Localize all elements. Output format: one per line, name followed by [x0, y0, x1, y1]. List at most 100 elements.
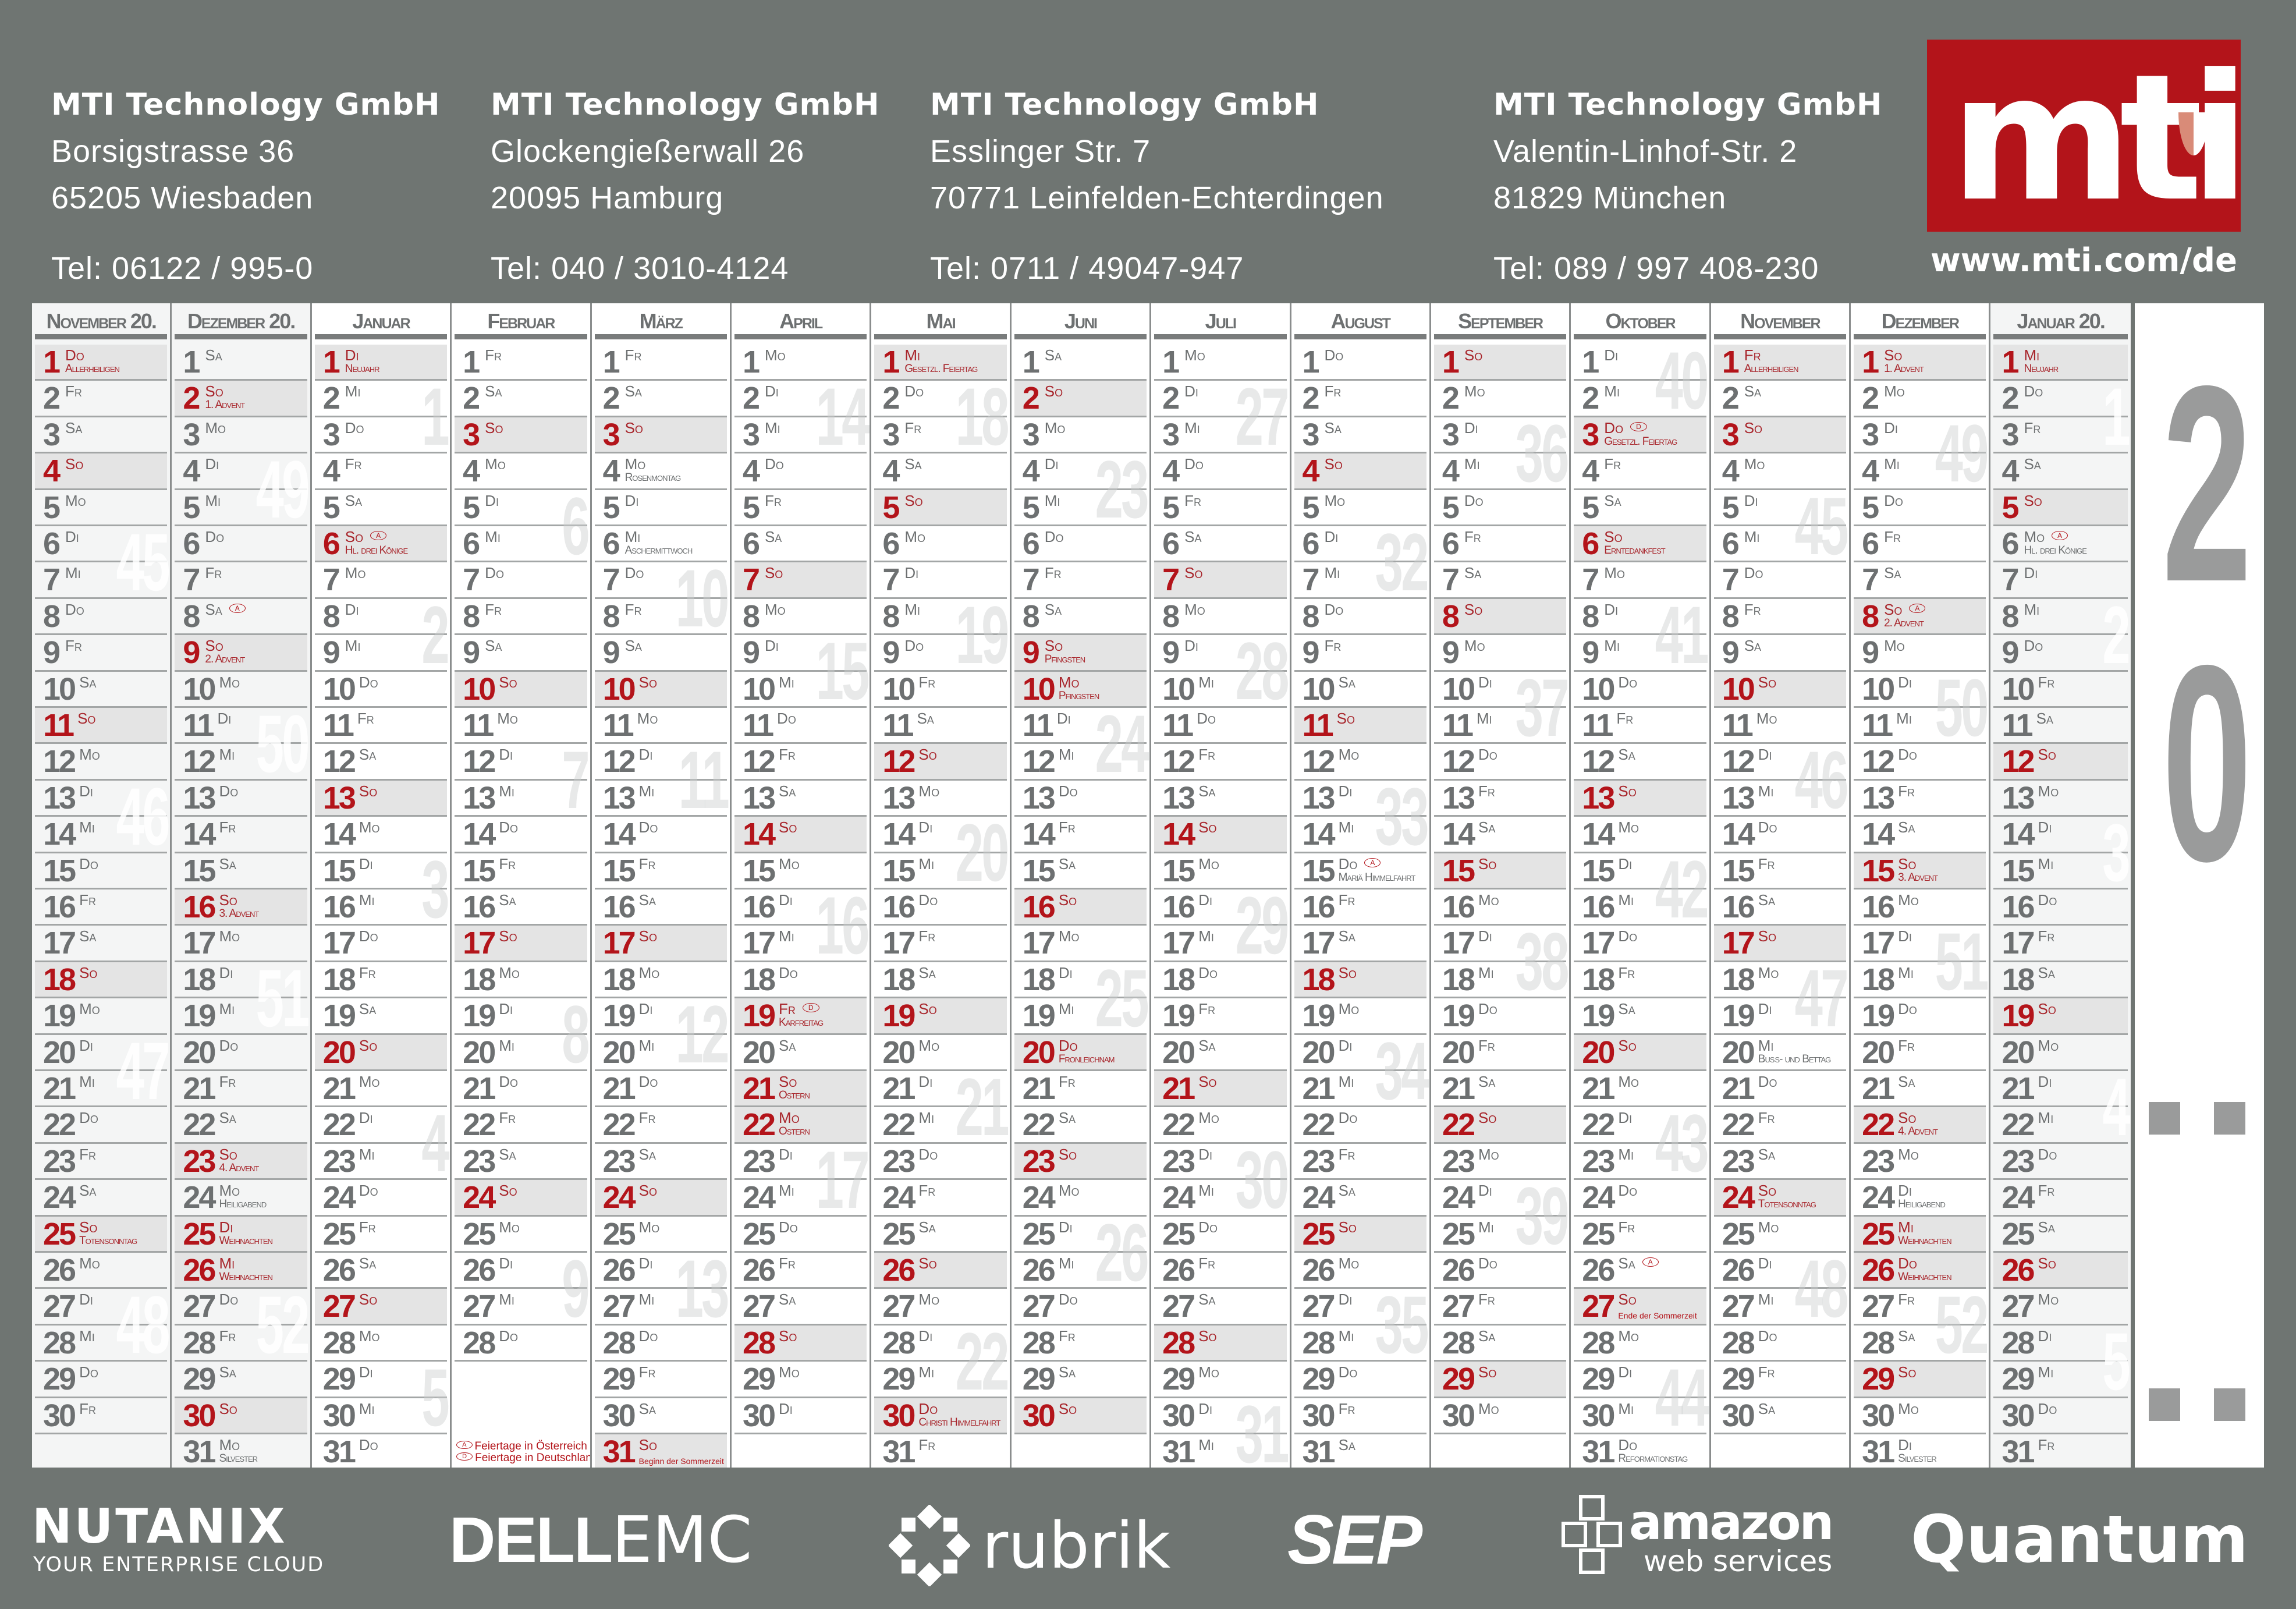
day-row[interactable]: 3 Di — [1433, 417, 1567, 454]
day-row[interactable]: 7 Fr — [1014, 562, 1147, 599]
day-row[interactable]: 9 Mi — [314, 635, 448, 672]
day-row[interactable]: 8 Fr — [1713, 599, 1847, 636]
day-row[interactable]: 23 Sa — [455, 1144, 587, 1181]
day-row[interactable]: 27 So — [314, 1289, 448, 1326]
day-row[interactable]: 13 Mi — [455, 781, 587, 817]
day-row[interactable]: 5 Fr — [1154, 490, 1287, 526]
day-row[interactable]: 22 Mi — [1993, 1107, 2128, 1144]
day-row[interactable]: 27 Sa — [1154, 1289, 1287, 1326]
day-row[interactable]: 4 Fr — [314, 453, 448, 490]
day-row[interactable]: 25 Sa — [1993, 1217, 2128, 1253]
day-row[interactable]: 25 So Totensonntag — [35, 1216, 168, 1253]
day-row[interactable]: 22 Do — [35, 1107, 168, 1144]
day-row[interactable]: 3 So — [455, 417, 587, 454]
day-row[interactable]: 2 Sa — [455, 381, 587, 417]
day-row[interactable]: 4 Sa — [874, 453, 1007, 490]
day-row[interactable]: 28 Do — [594, 1326, 727, 1362]
day-row[interactable]: 29 Sa — [1014, 1362, 1147, 1398]
day-row[interactable]: 17 Di — [1854, 926, 1986, 962]
day-row[interactable]: 11 Mo — [455, 708, 587, 745]
day-row[interactable]: 31 Do — [315, 1434, 447, 1468]
day-row[interactable]: 25 Di Weihnachten — [175, 1216, 307, 1253]
day-row[interactable]: 25 Do — [1154, 1217, 1287, 1253]
day-row[interactable]: 14 Fr — [1014, 817, 1147, 853]
day-row[interactable]: 5 Sa — [314, 490, 448, 526]
day-row[interactable]: 22 So 4. Advent — [1854, 1107, 1986, 1144]
day-row[interactable]: 9 Sa — [1713, 635, 1847, 672]
day-row[interactable]: 10 Mi — [734, 672, 867, 708]
day-row[interactable]: 30 Mi — [314, 1398, 448, 1434]
day-row[interactable]: 15 Sa — [1014, 853, 1147, 889]
day-row[interactable]: 16 Fr — [35, 889, 168, 926]
day-row[interactable]: 5 So — [874, 490, 1007, 526]
day-row[interactable]: 10 Fr — [874, 672, 1007, 708]
day-row[interactable]: 18 So — [1294, 962, 1426, 999]
day-row[interactable]: 21 So — [1154, 1071, 1287, 1108]
day-row[interactable]: 2 Do — [874, 381, 1007, 417]
day-row[interactable]: 25 Di — [1014, 1217, 1147, 1253]
day-row[interactable]: 30 Di — [734, 1398, 867, 1434]
day-row[interactable]: 9 Sa — [594, 635, 727, 672]
day-row[interactable]: 22 Mo — [1154, 1107, 1287, 1144]
day-row[interactable]: 8 Mo — [1154, 599, 1287, 636]
day-row[interactable]: 3 So — [594, 417, 727, 454]
day-row[interactable]: 18 So — [35, 962, 168, 999]
day-row[interactable]: 1 Mo — [1154, 345, 1287, 381]
day-row[interactable]: 9 Sa — [455, 635, 587, 672]
day-row[interactable]: 12 Di — [1713, 744, 1847, 781]
day-row[interactable]: 4 Do — [1154, 453, 1287, 490]
day-row[interactable]: 5 Di — [1713, 490, 1847, 526]
day-row[interactable]: 29 So — [1433, 1362, 1567, 1398]
day-row[interactable]: 14 Do — [455, 817, 587, 853]
day-row[interactable]: 5 Di — [594, 490, 727, 526]
day-row[interactable]: 13 Mi — [1713, 781, 1847, 817]
day-row[interactable]: 30 So — [175, 1398, 307, 1434]
day-row[interactable]: 21 Do — [455, 1071, 587, 1108]
day-row[interactable]: 25 So — [1294, 1216, 1426, 1253]
day-row[interactable]: 26 Do Weihnachten — [1854, 1253, 1986, 1289]
day-row[interactable]: 12 Mi — [175, 744, 307, 781]
day-row[interactable]: 6 Fr — [1854, 526, 1986, 563]
day-row[interactable]: 31 Do Reformationstag — [1574, 1434, 1706, 1468]
day-row[interactable]: 21 So Ostern — [734, 1071, 867, 1108]
day-row[interactable]: 22 Sa — [175, 1107, 307, 1144]
day-row[interactable]: 31 Sa — [1294, 1434, 1426, 1468]
day-row[interactable]: 27 Sa — [734, 1289, 867, 1326]
day-row[interactable]: 2 Sa — [1713, 381, 1847, 417]
day-row[interactable]: 5 So — [1993, 490, 2128, 526]
day-row[interactable]: 31 So Beginn der Sommerzeit — [594, 1434, 727, 1468]
day-row[interactable]: 13 Di — [35, 781, 168, 817]
day-row[interactable]: 3 Mo — [175, 417, 307, 454]
day-row[interactable]: 27 Mi — [594, 1289, 727, 1326]
day-row[interactable]: 24 Di Heiligabend — [1854, 1180, 1986, 1217]
day-row[interactable]: 10 Mi — [1154, 672, 1287, 708]
day-row[interactable]: 4 So — [35, 453, 168, 490]
day-row[interactable]: 28 Fr — [175, 1326, 307, 1362]
day-row[interactable]: 26 Sa — [314, 1253, 448, 1289]
day-row[interactable]: 3 Mi — [734, 417, 867, 454]
day-row[interactable]: 26 Mi — [1014, 1253, 1147, 1289]
day-row[interactable]: 6 Mi — [1713, 526, 1847, 563]
day-row[interactable]: 21 Do — [594, 1071, 727, 1108]
day-row[interactable]: 14 So — [1154, 817, 1287, 853]
day-row[interactable]: 4 Mi — [1433, 453, 1567, 490]
day-row[interactable]: 13 Mo — [1993, 781, 2128, 817]
day-row[interactable]: 14 Mi — [1294, 817, 1426, 853]
day-row[interactable]: 5 Do — [1433, 490, 1567, 526]
day-row[interactable]: 15 Fr — [1713, 853, 1847, 889]
day-row[interactable]: 24 Fr — [1993, 1180, 2128, 1217]
day-row[interactable]: 28 Sa — [1433, 1326, 1567, 1362]
day-row[interactable]: 1 Fr — [594, 345, 727, 381]
day-row[interactable]: 16 Mi — [314, 889, 448, 926]
day-row[interactable]: 1 Di — [1574, 345, 1706, 381]
day-row[interactable]: 11 Mo — [594, 708, 727, 745]
day-row[interactable]: 13 Sa — [1154, 781, 1287, 817]
day-row[interactable]: 3 Fr — [1993, 417, 2128, 454]
day-row[interactable]: 1 Sa — [1014, 345, 1147, 381]
day-row[interactable]: 18 Di — [1014, 962, 1147, 999]
day-row[interactable]: 15 Do — [35, 853, 168, 889]
day-row[interactable]: 24 Mo Heiligabend — [175, 1180, 307, 1217]
day-row[interactable]: 11 Mo — [1713, 708, 1847, 745]
day-row[interactable]: 4 Fr — [1574, 453, 1706, 490]
day-row[interactable]: 16 Di — [734, 889, 867, 926]
